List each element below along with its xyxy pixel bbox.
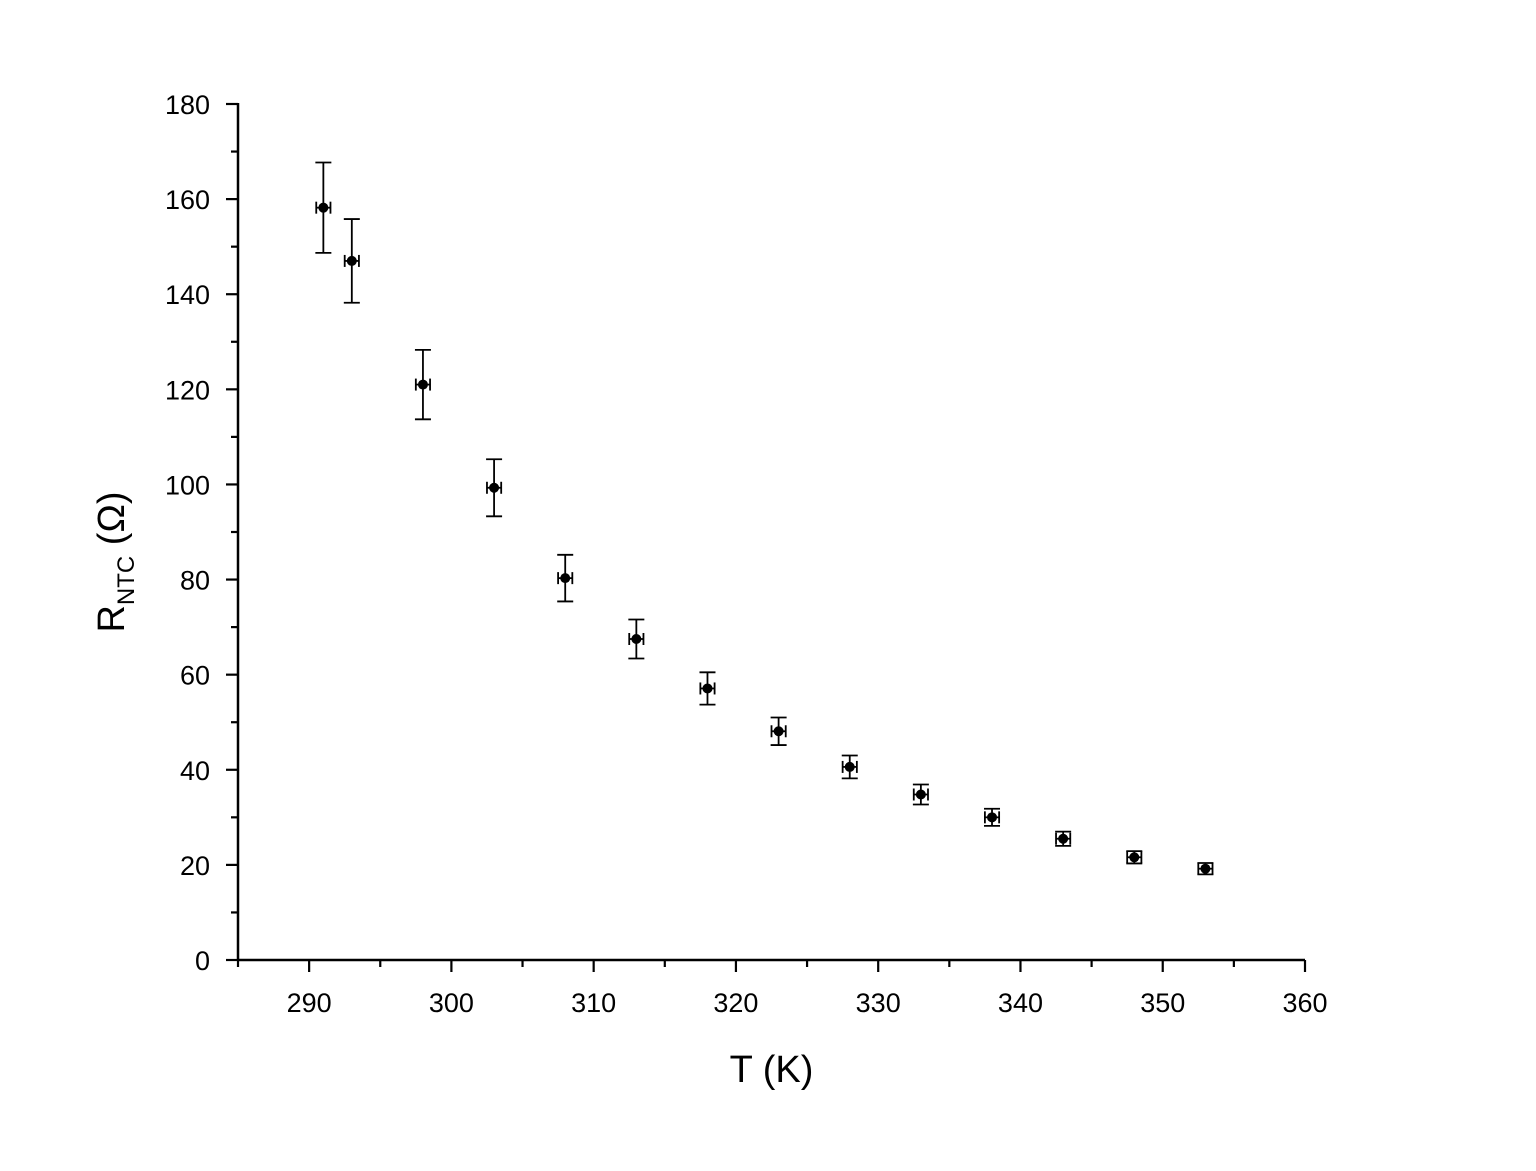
- data-point: [702, 683, 713, 694]
- y-tick-label: 60: [180, 661, 210, 691]
- svg-text:RNTC (Ω): RNTC (Ω): [91, 491, 140, 632]
- data-point-group: [984, 807, 1001, 827]
- y-tick-label: 180: [165, 90, 210, 120]
- data-point: [1129, 852, 1140, 863]
- data-point: [773, 726, 784, 737]
- x-ticks: 290 300 310 320 330 340 350 360: [236, 960, 1328, 1018]
- data-point-group: [343, 218, 360, 304]
- y-tick-label: 80: [180, 566, 210, 596]
- y-tick-label: 0: [195, 946, 210, 976]
- x-axis-title: T (K): [730, 1049, 814, 1091]
- data-point: [915, 789, 926, 800]
- y-tick-label: 160: [165, 185, 210, 215]
- x-tick-label: 310: [571, 988, 616, 1018]
- x-tick-label: 340: [998, 988, 1043, 1018]
- data-point: [489, 482, 500, 493]
- y-ticks: 0 20 40 60 80 100 120 140 160 180: [165, 90, 238, 976]
- y-tick-label: 140: [165, 280, 210, 310]
- data-point-group: [841, 754, 858, 780]
- data-point-group: [628, 618, 645, 660]
- y-tick-label: 20: [180, 851, 210, 881]
- data-point: [1200, 863, 1211, 874]
- y-axis-title-unit-text: (Ω): [91, 491, 133, 545]
- data-point-group: [486, 458, 503, 518]
- x-tick-label: 330: [856, 988, 901, 1018]
- data-point: [318, 202, 329, 213]
- data-point: [560, 573, 571, 584]
- x-tick-label: 350: [1140, 988, 1185, 1018]
- data-point-group: [1126, 850, 1143, 865]
- x-tick-label: 320: [713, 988, 758, 1018]
- y-axis-title: RNTC (Ω): [91, 491, 140, 632]
- data-point-group: [912, 783, 929, 806]
- data-points: [315, 161, 1214, 876]
- data-point-group: [557, 553, 574, 603]
- data-point-group: [414, 348, 431, 421]
- data-point: [987, 812, 998, 823]
- data-point: [417, 379, 428, 390]
- x-tick-label: 290: [287, 988, 332, 1018]
- data-point: [631, 634, 642, 644]
- y-tick-label: 120: [165, 375, 210, 405]
- y-axis-title-unit: [91, 545, 133, 556]
- axes: [236, 103, 1305, 962]
- y-axis-title-main: R: [91, 605, 133, 632]
- x-tick-label: 360: [1282, 988, 1327, 1018]
- data-point-group: [770, 716, 787, 746]
- data-point: [844, 761, 855, 772]
- y-axis-title-subscript: NTC: [113, 556, 140, 605]
- y-tick-label: 100: [165, 470, 210, 500]
- data-point: [346, 255, 357, 266]
- data-point-group: [1197, 862, 1214, 876]
- y-tick-label: 40: [180, 756, 210, 786]
- data-point-group: [315, 161, 332, 254]
- data-point: [1058, 833, 1069, 844]
- data-point-group: [699, 671, 716, 706]
- x-tick-label: 300: [429, 988, 474, 1018]
- data-point-group: [1055, 830, 1072, 847]
